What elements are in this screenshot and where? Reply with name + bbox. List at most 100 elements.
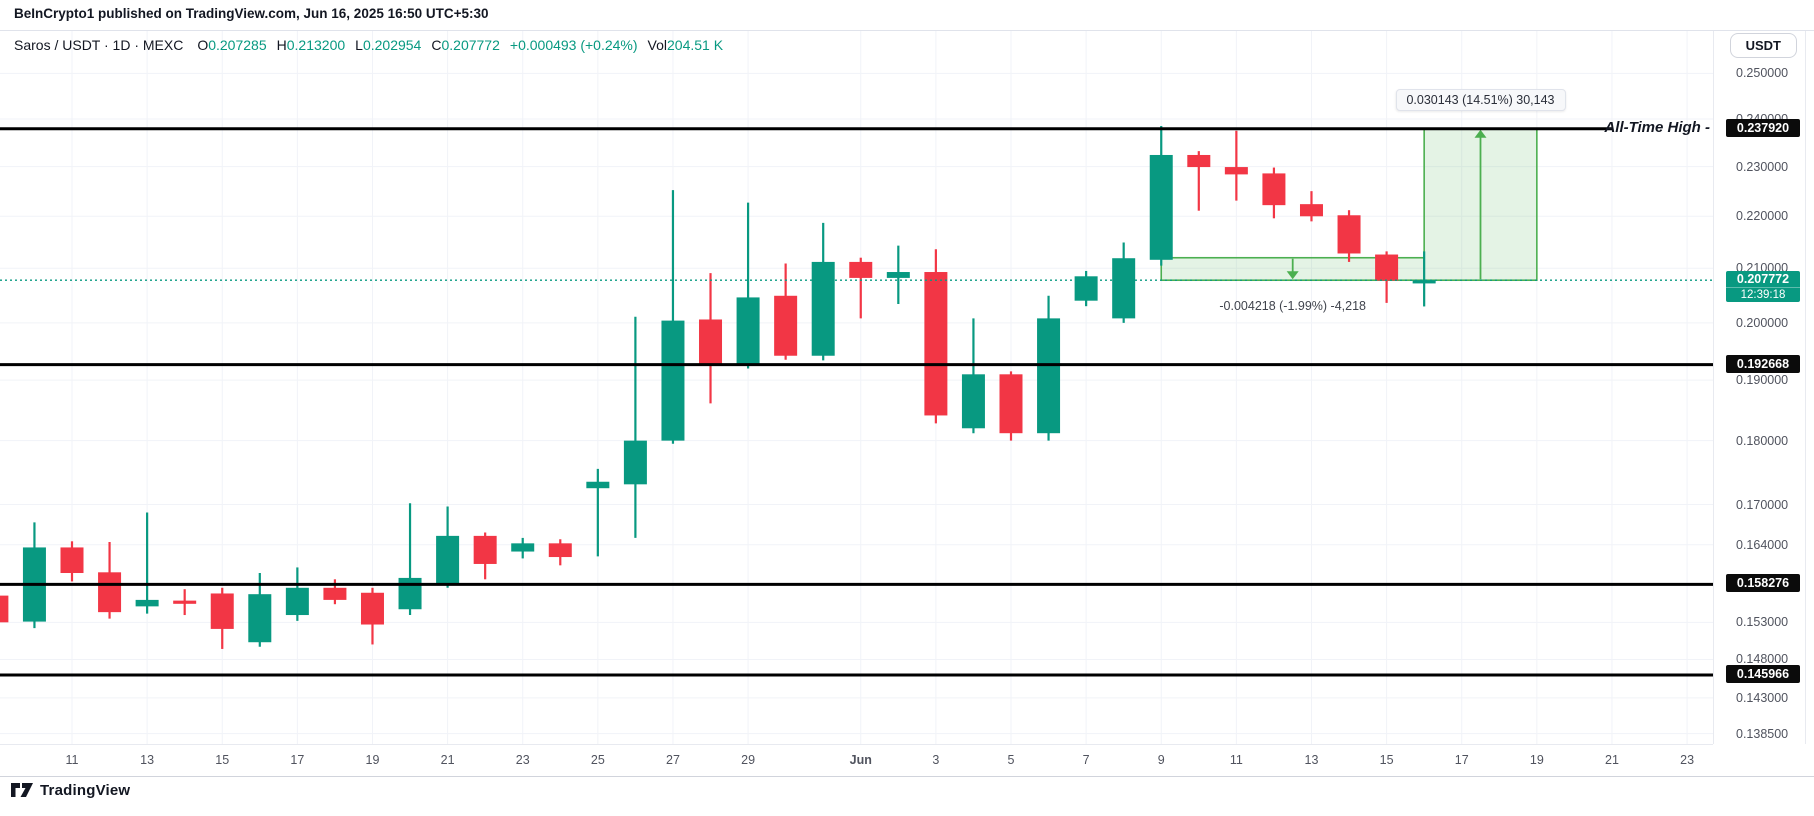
tradingview-brand-text: TradingView <box>40 781 131 799</box>
candle-body-may-30 <box>774 295 798 356</box>
ohlc-readout: O0.207285 H0.213200 L0.202954 C0.207772 … <box>197 37 723 53</box>
candle-body-jun-9 <box>1149 154 1173 260</box>
time-tick: 21 <box>440 753 455 767</box>
currency-toggle-button[interactable]: USDT <box>1729 33 1797 58</box>
close-value: 0.207772 <box>441 37 500 53</box>
candle-body-jun-1 <box>849 261 873 278</box>
open-label: O <box>197 37 209 53</box>
time-tick: 23 <box>1680 753 1695 767</box>
close-label: C <box>431 37 442 53</box>
time-tick: 13 <box>140 753 155 767</box>
low-label: L <box>355 37 363 53</box>
price-tick: 0.190000 <box>1736 373 1789 388</box>
tradingview-logo-icon <box>11 783 33 797</box>
candlestick-plot[interactable] <box>0 31 1713 744</box>
candle-body-may-19 <box>360 592 384 625</box>
price-tick: 0.180000 <box>1736 433 1789 448</box>
candle-body-jun-12 <box>1262 173 1286 206</box>
price-tick: 0.200000 <box>1736 315 1789 330</box>
low-value: 0.202954 <box>362 37 422 53</box>
volume-value: 204.51 K <box>667 37 724 53</box>
all-time-high-label: All-Time High - <box>1604 118 1710 136</box>
candle-body-may-16 <box>248 594 272 643</box>
time-tick: 9 <box>1157 753 1165 767</box>
price-axis[interactable]: 0.2500000.2400000.2300000.2200000.210000… <box>1713 31 1806 744</box>
price-tick: 0.153000 <box>1736 615 1789 630</box>
time-tick: 13 <box>1304 753 1319 767</box>
candle-body-jun-7 <box>1074 276 1098 301</box>
candle-body-may-27 <box>661 320 685 441</box>
candle-body-jun-3 <box>924 272 948 416</box>
price-tick: 0.170000 <box>1736 497 1789 512</box>
candle-body-may-21 <box>436 535 460 585</box>
symbol-title: Saros / USDT · 1D · MEXC <box>14 37 184 53</box>
candle-body-may-29 <box>736 297 760 365</box>
current-price-badge: 0.207772 12:39:18 <box>1726 271 1800 303</box>
candle-body-may-15 <box>210 593 234 629</box>
up-measure-arrow-head <box>1474 129 1487 138</box>
candle-body-may-12 <box>98 572 122 613</box>
candle-body-jun-5 <box>999 374 1023 434</box>
candle-body-may-22 <box>473 535 497 564</box>
time-tick: 23 <box>515 753 530 767</box>
time-tick: 19 <box>365 753 380 767</box>
tradingview-attribution[interactable]: TradingView <box>10 780 130 800</box>
time-tick: 19 <box>1529 753 1544 767</box>
price-tick: 0.143000 <box>1736 690 1789 705</box>
time-tick: 21 <box>1605 753 1619 767</box>
countdown-timer: 12:39:18 <box>1726 287 1800 302</box>
change-value: +0.000493 (+0.24%) <box>509 37 638 53</box>
candle-body-may-28 <box>699 319 723 364</box>
price-tick: 0.220000 <box>1736 209 1789 224</box>
candle-body-jun-8 <box>1112 258 1136 319</box>
level-price-badge: 0.237920 <box>1726 118 1800 137</box>
candle-body-may-20 <box>398 577 422 610</box>
candle-body-may-31 <box>811 261 835 356</box>
time-tick: 5 <box>1007 753 1015 767</box>
time-tick: 29 <box>741 753 756 767</box>
candle-body-may-13 <box>135 599 159 607</box>
candle-body-jun-13 <box>1299 204 1323 217</box>
level-price-badge: 0.145966 <box>1726 664 1800 683</box>
time-tick: 11 <box>65 753 79 767</box>
price-tick: 0.164000 <box>1736 537 1789 552</box>
publish-attribution: BeInCrypto1 published on TradingView.com… <box>14 6 489 21</box>
time-tick: 25 <box>590 753 605 767</box>
candle-body-jun-14 <box>1337 215 1361 254</box>
current-price-value: 0.207772 <box>1736 272 1790 287</box>
time-axis[interactable]: 11 13 15 17 19 21 23 25 27 29 Jun 3 5 7 9 11 13 15 17 19 21 2… <box>0 744 1713 777</box>
down-measure-arrow-head <box>1286 271 1299 280</box>
time-tick: 15 <box>1379 753 1394 767</box>
chart-widget: Saros / USDT · 1D · MEXC O0.207285 H0.21… <box>0 30 1814 777</box>
price-tick: 0.148000 <box>1736 652 1789 667</box>
candle-body-may-23 <box>511 543 535 552</box>
candle-body-jun-6 <box>1037 318 1061 434</box>
high-value: 0.213200 <box>286 37 346 53</box>
candle-body-may-26 <box>623 440 647 485</box>
candle-body-may-9 <box>0 595 9 623</box>
level-price-badge: 0.158276 <box>1726 574 1800 593</box>
candle-body-jun-10 <box>1187 154 1211 168</box>
time-tick: 17 <box>1454 753 1469 767</box>
candle-body-jun-16 <box>1412 280 1436 284</box>
price-tick: 0.138500 <box>1736 726 1789 741</box>
down-measure-label: -0.004218 (-1.99%) -4,218 <box>1219 299 1366 314</box>
candle-body-jun-2 <box>886 272 910 278</box>
price-tick: 0.230000 <box>1736 159 1789 174</box>
candle-body-may-11 <box>60 547 84 574</box>
up-measure-label: 0.030143 (14.51%) 30,143 <box>1395 88 1566 111</box>
candle-body-may-24 <box>548 543 572 558</box>
time-tick: 17 <box>290 753 305 767</box>
candle-body-may-18 <box>323 587 347 600</box>
candle-body-jun-11 <box>1224 167 1248 175</box>
time-tick: 7 <box>1082 753 1090 767</box>
time-tick: 15 <box>215 753 230 767</box>
candle-body-may-14 <box>173 600 197 604</box>
symbol-legend: Saros / USDT · 1D · MEXC O0.207285 H0.21… <box>14 37 723 53</box>
level-price-badge: 0.192668 <box>1726 354 1800 373</box>
time-tick: 3 <box>932 753 940 767</box>
candle-body-may-17 <box>285 587 309 616</box>
time-tick: 11 <box>1229 753 1243 767</box>
volume-label: Vol <box>647 37 668 53</box>
